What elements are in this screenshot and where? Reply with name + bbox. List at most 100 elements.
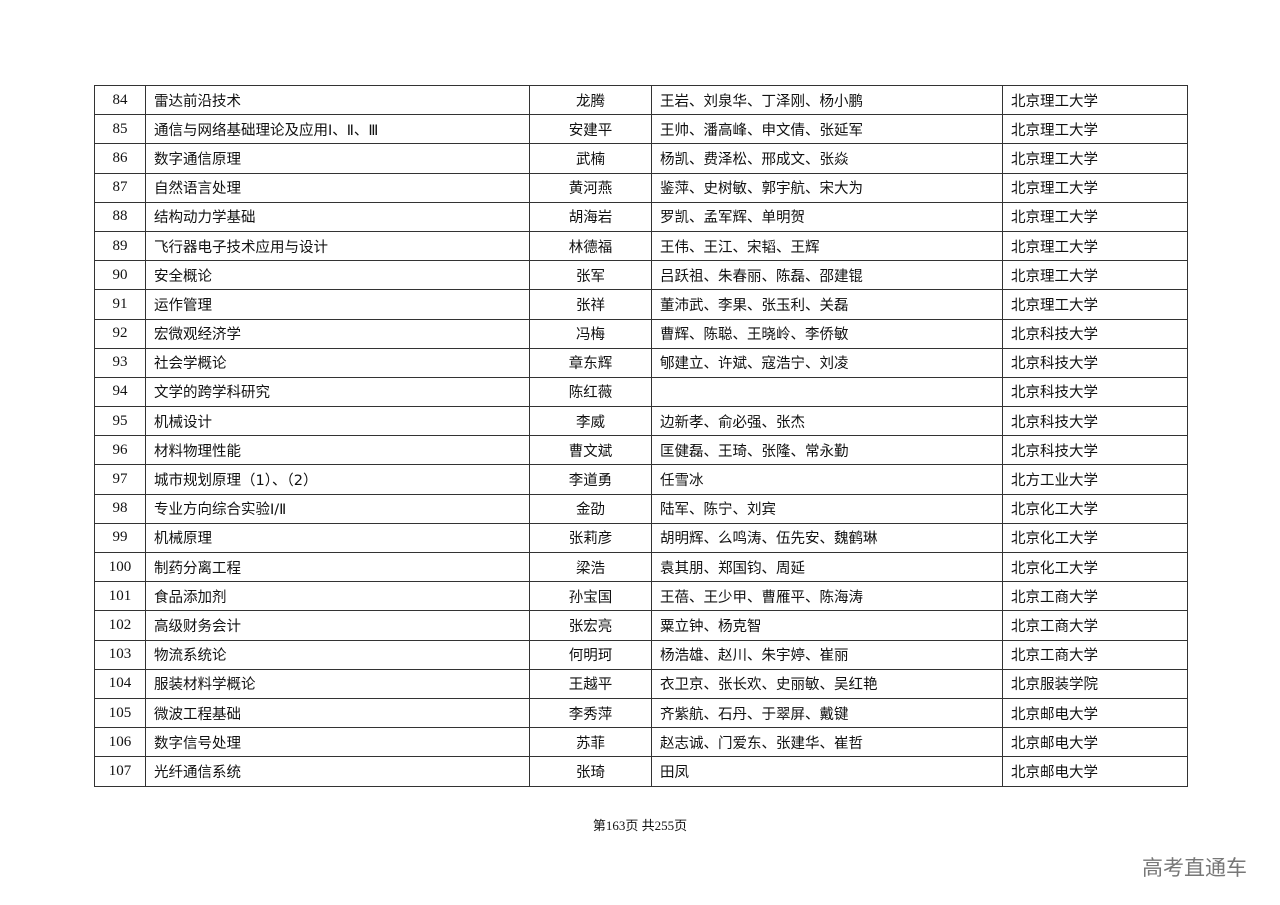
course-name: 专业方向综合实验Ⅰ/Ⅱ bbox=[145, 493, 530, 524]
table-row: 98 专业方向综合实验Ⅰ/Ⅱ 金劭 陆军、陈宁、刘宾 北京化工大学 bbox=[94, 493, 1188, 524]
course-name: 结构动力学基础 bbox=[145, 201, 530, 232]
row-number: 84 bbox=[94, 84, 146, 116]
table-row: 85 通信与网络基础理论及应用Ⅰ、Ⅱ、Ⅲ 安建平 王帅、潘高峰、申文倩、张延军 北京理工… bbox=[94, 114, 1188, 145]
school-name: 北京理工大学 bbox=[1002, 260, 1188, 291]
school-name: 北京理工大学 bbox=[1002, 230, 1188, 262]
course-lead: 苏菲 bbox=[529, 727, 652, 758]
table-row: 100 制药分离工程 梁浩 袁其朋、郑国钧、周延 北京化工大学 bbox=[94, 551, 1188, 583]
course-name: 制药分离工程 bbox=[145, 551, 530, 583]
row-number: 107 bbox=[94, 756, 146, 787]
team-members: 王岩、刘泉华、丁泽刚、杨小鹏 bbox=[651, 84, 1003, 116]
team-members: 杨凯、费泽松、邢成文、张焱 bbox=[651, 143, 1003, 174]
table-row: 101 食品添加剂 孙宝国 王蓓、王少甲、曹雁平、陈海涛 北京工商大学 bbox=[94, 581, 1188, 612]
table-row: 103 物流系统论 何明珂 杨浩雄、赵川、朱宇婷、崔丽 北京工商大学 bbox=[94, 639, 1188, 670]
school-name: 北京化工大学 bbox=[1002, 522, 1188, 554]
course-name: 数字通信原理 bbox=[145, 143, 530, 174]
course-lead: 李秀萍 bbox=[529, 697, 652, 729]
school-name: 北京科技大学 bbox=[1002, 318, 1188, 349]
row-number: 100 bbox=[94, 551, 146, 583]
row-number: 97 bbox=[94, 464, 146, 495]
row-number: 106 bbox=[94, 727, 146, 758]
course-lead: 胡海岩 bbox=[529, 201, 652, 232]
team-members: 齐紫航、石丹、于翠屏、戴键 bbox=[651, 697, 1003, 729]
row-number: 85 bbox=[94, 114, 146, 145]
team-members: 赵志诚、门爱东、张建华、崔哲 bbox=[651, 727, 1003, 758]
row-number: 105 bbox=[94, 697, 146, 729]
course-lead: 张军 bbox=[529, 260, 652, 291]
school-name: 北京理工大学 bbox=[1002, 172, 1188, 203]
table-row: 89 飞行器电子技术应用与设计 林德福 王伟、王江、宋韬、王辉 北京理工大学 bbox=[94, 230, 1188, 262]
school-name: 北京工商大学 bbox=[1002, 610, 1188, 641]
school-name: 北京邮电大学 bbox=[1002, 697, 1188, 729]
school-name: 北京化工大学 bbox=[1002, 551, 1188, 583]
course-lead: 陈红薇 bbox=[529, 376, 652, 408]
row-number: 101 bbox=[94, 581, 146, 612]
row-number: 88 bbox=[94, 201, 146, 232]
table-row: 94 文学的跨学科研究 陈红薇 北京科技大学 bbox=[94, 376, 1188, 408]
row-number: 86 bbox=[94, 143, 146, 174]
course-name: 高级财务会计 bbox=[145, 610, 530, 641]
team-members: 董沛武、李果、张玉利、关磊 bbox=[651, 289, 1003, 320]
team-members: 罗凯、孟军辉、单明贺 bbox=[651, 201, 1003, 232]
school-name: 北京化工大学 bbox=[1002, 493, 1188, 524]
school-name: 北京科技大学 bbox=[1002, 435, 1188, 466]
course-lead: 李道勇 bbox=[529, 464, 652, 495]
course-lead: 李威 bbox=[529, 406, 652, 437]
course-lead: 黄河燕 bbox=[529, 172, 652, 203]
course-name: 自然语言处理 bbox=[145, 172, 530, 203]
team-members: 杨浩雄、赵川、朱宇婷、崔丽 bbox=[651, 639, 1003, 670]
course-name: 物流系统论 bbox=[145, 639, 530, 670]
course-lead: 章东辉 bbox=[529, 347, 652, 378]
school-name: 北京科技大学 bbox=[1002, 376, 1188, 408]
course-name: 安全概论 bbox=[145, 260, 530, 291]
row-number: 93 bbox=[94, 347, 146, 378]
course-name: 机械原理 bbox=[145, 522, 530, 554]
course-name: 数字信号处理 bbox=[145, 727, 530, 758]
team-members: 王伟、王江、宋韬、王辉 bbox=[651, 230, 1003, 262]
team-members: 鉴萍、史树敏、郭宇航、宋大为 bbox=[651, 172, 1003, 203]
table-row: 106 数字信号处理 苏菲 赵志诚、门爱东、张建华、崔哲 北京邮电大学 bbox=[94, 727, 1188, 758]
table-row: 96 材料物理性能 曹文斌 匡健磊、王琦、张隆、常永勤 北京科技大学 bbox=[94, 435, 1188, 466]
team-members: 匡健磊、王琦、张隆、常永勤 bbox=[651, 435, 1003, 466]
team-members: 任雪冰 bbox=[651, 464, 1003, 495]
team-members: 王帅、潘高峰、申文倩、张延军 bbox=[651, 114, 1003, 145]
team-members: 边新孝、俞必强、张杰 bbox=[651, 406, 1003, 437]
course-lead: 张莉彦 bbox=[529, 522, 652, 554]
row-number: 103 bbox=[94, 639, 146, 670]
table-row: 107 光纤通信系统 张琦 田凤 北京邮电大学 bbox=[94, 756, 1188, 787]
course-name: 宏微观经济学 bbox=[145, 318, 530, 349]
course-lead: 冯梅 bbox=[529, 318, 652, 349]
team-members: 陆军、陈宁、刘宾 bbox=[651, 493, 1003, 524]
school-name: 北京理工大学 bbox=[1002, 201, 1188, 232]
school-name: 北京工商大学 bbox=[1002, 581, 1188, 612]
team-members: 袁其朋、郑国钧、周延 bbox=[651, 551, 1003, 583]
course-name: 文学的跨学科研究 bbox=[145, 376, 530, 408]
table-row: 105 微波工程基础 李秀萍 齐紫航、石丹、于翠屏、戴键 北京邮电大学 bbox=[94, 697, 1188, 729]
course-name: 光纤通信系统 bbox=[145, 756, 530, 787]
row-number: 99 bbox=[94, 522, 146, 554]
course-lead: 林德福 bbox=[529, 230, 652, 262]
course-lead: 武楠 bbox=[529, 143, 652, 174]
school-name: 北京理工大学 bbox=[1002, 84, 1188, 116]
team-members: 衣卫京、张长欢、史丽敏、吴红艳 bbox=[651, 668, 1003, 699]
team-members: 粟立钟、杨克智 bbox=[651, 610, 1003, 641]
course-name: 雷达前沿技术 bbox=[145, 84, 530, 116]
table-row: 84 雷达前沿技术 龙腾 王岩、刘泉华、丁泽刚、杨小鹏 北京理工大学 bbox=[94, 84, 1188, 116]
table-row: 99 机械原理 张莉彦 胡明辉、么鸣涛、伍先安、魏鹤琳 北京化工大学 bbox=[94, 522, 1188, 554]
row-number: 94 bbox=[94, 376, 146, 408]
row-number: 87 bbox=[94, 172, 146, 203]
table-row: 93 社会学概论 章东辉 郇建立、许斌、寇浩宁、刘凌 北京科技大学 bbox=[94, 347, 1188, 378]
school-name: 北京理工大学 bbox=[1002, 114, 1188, 145]
row-number: 91 bbox=[94, 289, 146, 320]
school-name: 北京邮电大学 bbox=[1002, 727, 1188, 758]
table-row: 97 城市规划原理（1）、（2） 李道勇 任雪冰 北方工业大学 bbox=[94, 464, 1188, 495]
team-members: 田凤 bbox=[651, 756, 1003, 787]
row-number: 102 bbox=[94, 610, 146, 641]
course-name: 服装材料学概论 bbox=[145, 668, 530, 699]
row-number: 98 bbox=[94, 493, 146, 524]
course-lead: 金劭 bbox=[529, 493, 652, 524]
course-name: 城市规划原理（1）、（2） bbox=[145, 464, 530, 495]
school-name: 北京工商大学 bbox=[1002, 639, 1188, 670]
team-members: 吕跃祖、朱春丽、陈磊、邵建锟 bbox=[651, 260, 1003, 291]
course-lead: 梁浩 bbox=[529, 551, 652, 583]
